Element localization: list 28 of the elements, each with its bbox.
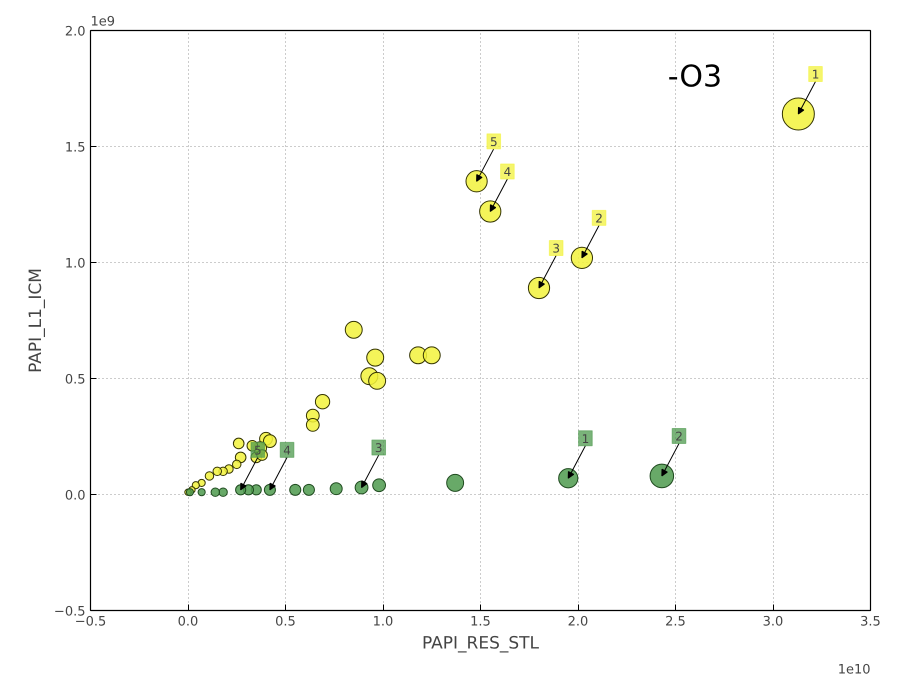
y-tick-label: 0.0 [64, 488, 86, 504]
y-tick-label: 2.0 [64, 24, 86, 40]
x-tick-label: 0.5 [275, 614, 296, 630]
annotation: 3 [552, 242, 560, 256]
annotation: 1 [582, 432, 590, 446]
text: 1e10 [838, 662, 870, 678]
annotation: 4 [283, 443, 291, 458]
x-tick-label: 2.5 [665, 614, 686, 630]
y-axis-title: PAPI_L1_ICM [26, 268, 46, 373]
annotation: 1 [812, 68, 820, 82]
x-tick-label: 3.0 [762, 614, 784, 630]
text: 1e9 [90, 14, 116, 30]
x-tick-label: 0.0 [178, 614, 198, 630]
x-tick-label: 1.0 [372, 614, 394, 630]
annotation: 3 [374, 441, 383, 456]
y-tick-label: 0.5 [64, 372, 86, 388]
annotation: 5 [254, 443, 262, 458]
annotation: 4 [504, 164, 512, 179]
annotation: -O3 [668, 59, 722, 94]
x-axis-title: PAPI_RES_STL [422, 634, 540, 654]
x-tick-label: 3.5 [860, 614, 881, 630]
y-tick-label: 1.5 [64, 140, 86, 156]
annotation: 2 [595, 211, 603, 226]
y-tick-label: 1.0 [64, 256, 86, 272]
annotation: 2 [675, 429, 683, 444]
x-tick-label: 2.0 [568, 614, 588, 630]
x-tick-label: 1.5 [470, 614, 491, 630]
annotation: 5 [490, 134, 498, 149]
